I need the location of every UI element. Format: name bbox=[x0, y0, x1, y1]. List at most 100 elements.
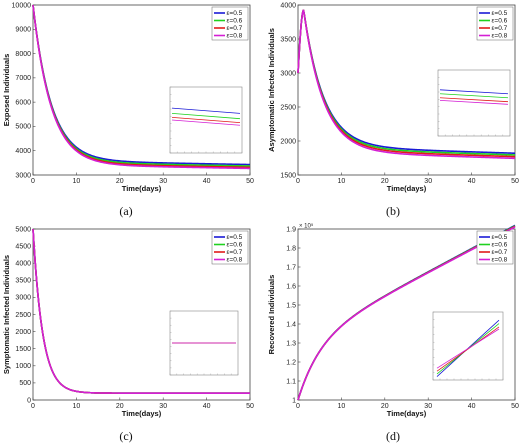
y-tick-label: 1.8 bbox=[286, 245, 296, 252]
x-tick-label: 10 bbox=[73, 403, 81, 410]
x-tick-label: 0 bbox=[31, 403, 35, 410]
legend-label-ε=0.5: ε=0.5 bbox=[227, 234, 243, 241]
x-axis-label: Time(days) bbox=[387, 184, 427, 193]
x-tick-label: 40 bbox=[203, 403, 211, 410]
y-axis-label: Symptomatic Infected Individuals bbox=[2, 255, 11, 374]
panel-b: 0 10 20 30 40 50 1500 2000 2500 3000 3500 4000 Time(… bbox=[267, 2, 519, 193]
legend-label-ε=0.8: ε=0.8 bbox=[227, 33, 243, 40]
series-line-ε=0.8 bbox=[32, 228, 250, 394]
y-tick-label: 2000 bbox=[280, 138, 296, 145]
caption-d: (d) bbox=[386, 429, 400, 443]
legend-label-ε=0.6: ε=0.6 bbox=[492, 242, 508, 249]
y-tick-label: 6000 bbox=[15, 99, 31, 106]
panel-c: 0 10 20 30 40 5005001000150020002500300035004… bbox=[2, 226, 254, 418]
x-tick-label: 40 bbox=[203, 178, 211, 185]
inset-c bbox=[169, 310, 239, 376]
y-tick-label: 5000 bbox=[15, 226, 31, 233]
legend-b: ε=0.5ε=0.6ε=0.7ε=0.8 bbox=[476, 6, 514, 41]
inset-line-ε=0.7 bbox=[439, 97, 509, 103]
y-tick-label: 3500 bbox=[15, 278, 31, 285]
series-line-ε=0.8 bbox=[297, 9, 516, 160]
series-line-ε=0.5 bbox=[32, 4, 251, 166]
y-tick-label: 1 bbox=[292, 397, 296, 404]
x-tick-label: 50 bbox=[246, 403, 254, 410]
inset-line-ε=0.7 bbox=[436, 326, 500, 372]
x-tick-label: 30 bbox=[159, 178, 167, 185]
y-tick-label: 3000 bbox=[15, 295, 31, 302]
y-tick-label: 7000 bbox=[15, 75, 31, 82]
x-tick-label: 10 bbox=[338, 403, 346, 410]
x-axis-label: Time(days) bbox=[122, 184, 162, 193]
y-exponent-label: × 10⁵ bbox=[299, 223, 314, 230]
caption-a: (a) bbox=[119, 204, 132, 218]
x-tick-label: 20 bbox=[381, 403, 389, 410]
y-tick-label: 2500 bbox=[15, 312, 31, 319]
caption-c: (c) bbox=[119, 429, 132, 443]
plot-frame-b bbox=[297, 4, 516, 176]
y-tick-label: 8000 bbox=[15, 51, 31, 58]
inset-frame bbox=[437, 69, 511, 137]
x-tick-label: 10 bbox=[338, 178, 346, 185]
y-axis-label: Exposed Individuals bbox=[2, 54, 11, 127]
y-tick-label: 1.2 bbox=[286, 359, 296, 366]
x-tick-label: 50 bbox=[246, 178, 254, 185]
y-tick-label: 1500 bbox=[15, 346, 31, 353]
y-tick-label: 1.7 bbox=[286, 264, 296, 271]
y-tick-label: 9000 bbox=[15, 27, 31, 34]
y-tick-label: 2000 bbox=[15, 329, 31, 336]
legend-label-ε=0.5: ε=0.5 bbox=[492, 234, 508, 241]
y-tick-label: 500 bbox=[19, 380, 31, 387]
legend-d: ε=0.5ε=0.6ε=0.7ε=0.8 bbox=[476, 230, 514, 265]
inset-b bbox=[437, 69, 511, 137]
legend-label-ε=0.8: ε=0.8 bbox=[492, 33, 508, 40]
y-tick-label: 1.4 bbox=[286, 321, 296, 328]
inset-line-ε=0.6 bbox=[439, 93, 509, 99]
legend-c: ε=0.5ε=0.6ε=0.7ε=0.8 bbox=[211, 230, 249, 265]
y-tick-label: 4000 bbox=[280, 2, 296, 9]
y-tick-label: 1500 bbox=[280, 172, 296, 179]
x-tick-label: 10 bbox=[73, 178, 81, 185]
y-tick-label: 3000 bbox=[15, 172, 31, 179]
legend-label-ε=0.6: ε=0.6 bbox=[227, 18, 243, 25]
x-tick-label: 40 bbox=[468, 403, 476, 410]
legend-label-ε=0.8: ε=0.8 bbox=[492, 257, 508, 264]
inset-frame bbox=[432, 311, 504, 381]
y-tick-label: 4000 bbox=[15, 148, 31, 155]
x-axis-label: Time(days) bbox=[387, 409, 427, 418]
y-tick-label: 0 bbox=[27, 397, 31, 404]
x-axis-label: Time(days) bbox=[122, 409, 162, 418]
x-tick-label: 30 bbox=[159, 403, 167, 410]
legend-label-ε=0.6: ε=0.6 bbox=[227, 242, 243, 249]
y-tick-label: 1.6 bbox=[286, 283, 296, 290]
inset-line-ε=0.5 bbox=[439, 89, 509, 95]
y-tick-label: 2500 bbox=[280, 104, 296, 111]
y-tick-label: 4500 bbox=[15, 243, 31, 250]
x-tick-label: 40 bbox=[468, 178, 476, 185]
inset-a bbox=[169, 86, 243, 154]
legend-label-ε=0.8: ε=0.8 bbox=[227, 257, 243, 264]
legend-label-ε=0.5: ε=0.5 bbox=[227, 10, 243, 17]
inset-line-ε=0.6 bbox=[171, 113, 241, 120]
y-tick-label: 3500 bbox=[280, 36, 296, 43]
y-axis-label: Recovered Individuals bbox=[267, 275, 276, 355]
legend-label-ε=0.7: ε=0.7 bbox=[227, 249, 243, 256]
inset-line-ε=0.8 bbox=[436, 328, 500, 369]
y-tick-label: 1.9 bbox=[286, 226, 296, 233]
inset-line-ε=0.5 bbox=[171, 107, 241, 114]
series-line-ε=0.8 bbox=[32, 4, 251, 170]
x-tick-label: 50 bbox=[511, 403, 519, 410]
x-tick-label: 0 bbox=[296, 178, 300, 185]
x-tick-label: 20 bbox=[381, 178, 389, 185]
y-axis-label: Asymptomatic Infected Individuals bbox=[267, 28, 276, 152]
plot-frame-a bbox=[32, 4, 251, 176]
legend-label-ε=0.7: ε=0.7 bbox=[492, 249, 508, 256]
y-tick-label: 10000 bbox=[12, 2, 32, 9]
x-tick-label: 20 bbox=[116, 178, 124, 185]
y-tick-label: 3000 bbox=[280, 70, 296, 77]
y-tick-label: 5000 bbox=[15, 124, 31, 131]
inset-line-ε=0.8 bbox=[171, 119, 241, 126]
y-tick-label: 1.1 bbox=[286, 378, 296, 385]
inset-line-ε=0.8 bbox=[439, 99, 509, 105]
inset-line-ε=0.7 bbox=[171, 116, 241, 124]
